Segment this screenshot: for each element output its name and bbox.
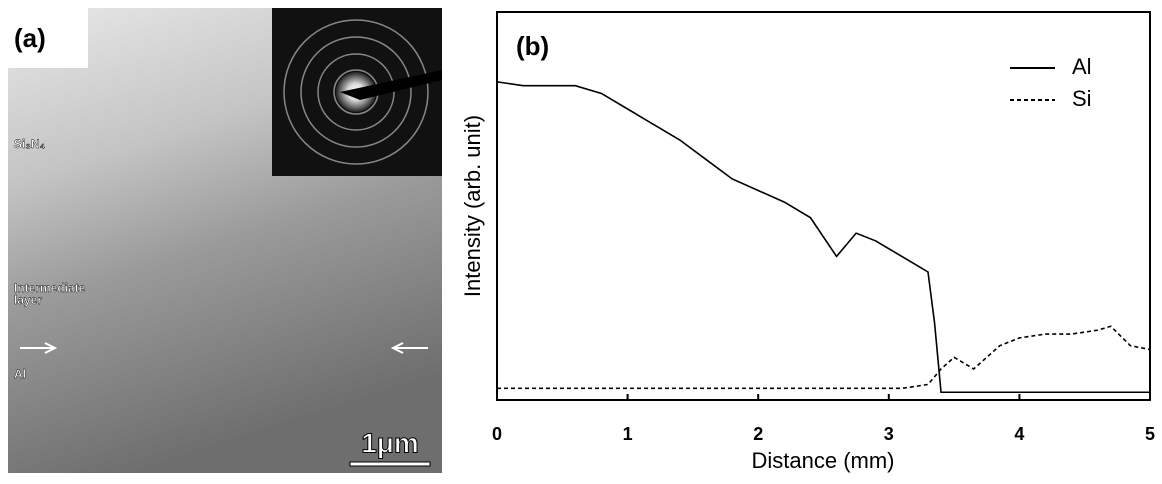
- data-line: [497, 325, 1151, 390]
- scale-bar: [349, 461, 431, 467]
- x-tick-label: 0: [492, 424, 502, 444]
- legend-label: Al: [1072, 54, 1092, 79]
- panel-a: (a) Si₃N₄ Intermediate layer Al 1μm: [8, 8, 442, 473]
- y-axis-label: Intensity (arb. unit): [460, 115, 485, 297]
- diffraction-rings: [283, 19, 429, 165]
- data-line: [496, 81, 1150, 394]
- x-tick-label: 4: [1014, 424, 1024, 444]
- legend-label: Si: [1072, 86, 1092, 111]
- region-label: Al: [14, 367, 26, 381]
- plot-frame: [496, 11, 1151, 401]
- region-label: layer: [14, 293, 42, 307]
- panel-label: (a): [14, 23, 46, 53]
- x-tick-label: 3: [884, 424, 894, 444]
- arrows: [20, 342, 428, 354]
- x-tick-label: 1: [623, 424, 633, 444]
- chart-title: (b): [516, 31, 549, 61]
- x-tick-label: 5: [1145, 424, 1155, 444]
- region-label: Intermediate: [14, 281, 86, 295]
- beam-stop: [340, 70, 442, 100]
- label-bg: [8, 8, 88, 68]
- x-axis-label: Distance (mm): [751, 448, 894, 473]
- region-label: Si₃N₄: [14, 137, 46, 151]
- x-tick-label: 2: [753, 424, 763, 444]
- panel-b: (b) Distance (mm) Intensity (arb. unit) …: [460, 11, 1155, 473]
- scale-bar-label: 1μm: [361, 427, 419, 458]
